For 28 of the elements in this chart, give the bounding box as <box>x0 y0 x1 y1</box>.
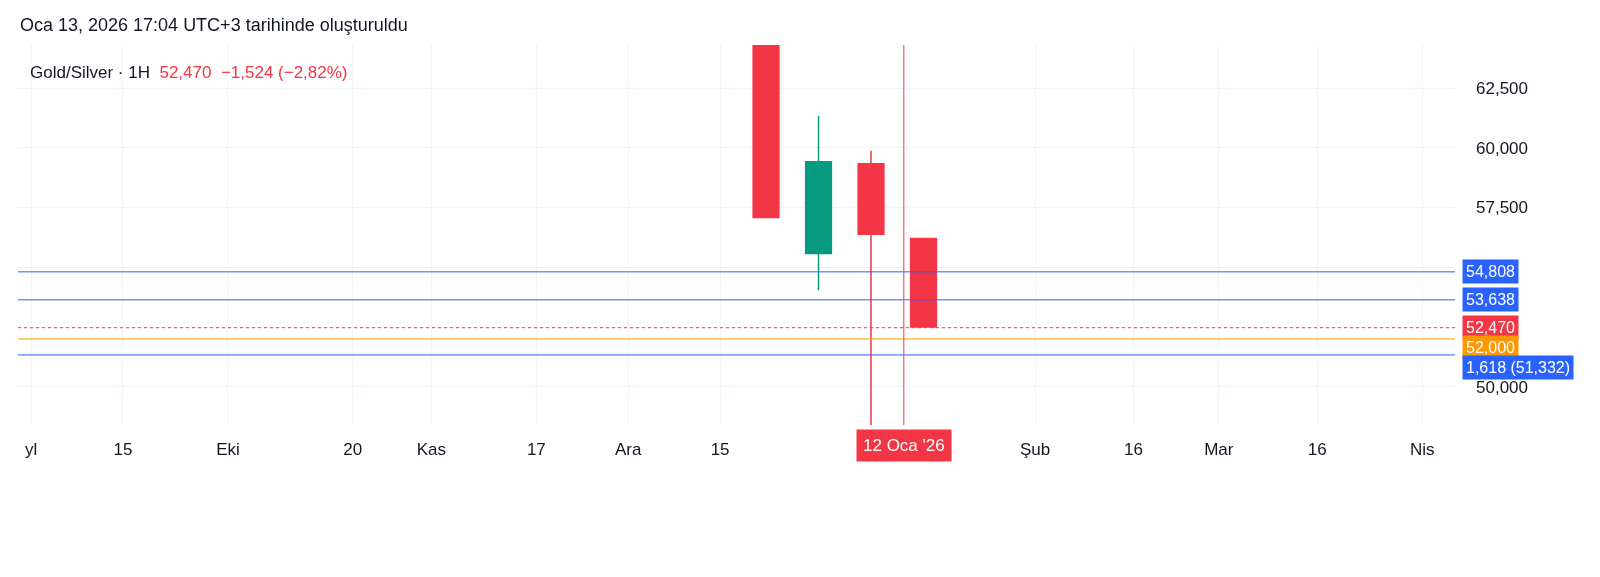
candlestick <box>752 45 780 219</box>
x-tick-label: Kas <box>416 440 447 459</box>
text: Oca 13, 2026 17:04 UTC+3 tarihinde oluşturuldu <box>20 15 408 35</box>
y-tick-label: 57,500 <box>1476 198 1528 218</box>
ref-line-label: 12 Oca '26 <box>863 436 945 455</box>
x-tick-label: yl <box>24 440 38 459</box>
ref-line-label: 1,618 (51,332) <box>1466 359 1571 376</box>
y-tick-label: 62,500 <box>1476 78 1528 98</box>
x-tick-label: Eki <box>216 440 240 459</box>
y-tick-label: 50,000 <box>1476 377 1528 397</box>
x-tick-label: 16 <box>1307 440 1327 459</box>
x-tick-label: Mar <box>1204 440 1234 459</box>
ref-line-label: 52,000 <box>1466 339 1516 356</box>
x-tick-label: 15 <box>710 440 730 459</box>
x-tick-label: Nis <box>1409 440 1435 459</box>
candlestick <box>804 115 833 291</box>
x-tick-label: 20 <box>343 440 363 459</box>
text: Gold/Silver · 1H <box>30 62 150 82</box>
ref-line-label: 52,470 <box>1466 319 1516 336</box>
x-tick-label: 16 <box>1124 440 1143 459</box>
x-tick-label: Ara <box>615 440 642 459</box>
x-tick-label: 15 <box>113 440 133 459</box>
y-tick-label: 60,000 <box>1476 138 1528 158</box>
x-tick-label: Şub <box>1019 440 1051 459</box>
text: 52,470 −1,524 (−2,82%) <box>159 62 348 82</box>
ref-line-label: 53,638 <box>1466 291 1516 308</box>
x-tick-label: 17 <box>526 440 546 459</box>
ref-line-label: 54,808 <box>1466 263 1516 280</box>
